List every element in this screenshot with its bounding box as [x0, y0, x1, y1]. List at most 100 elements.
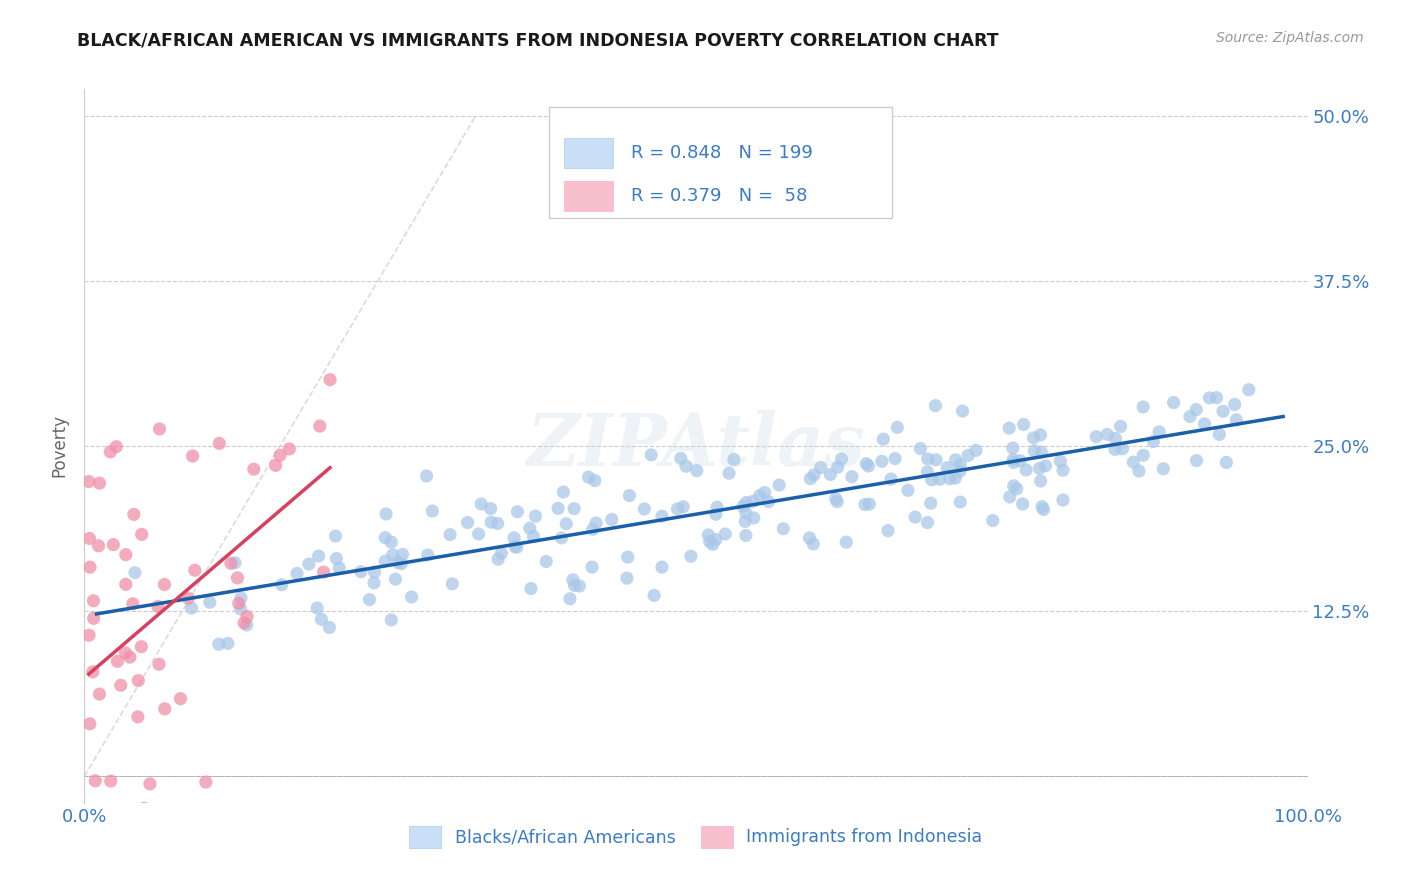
Point: [1122, 455, 1144, 469]
Point: [619, 489, 641, 503]
Point: [148, 657, 170, 672]
Point: [1031, 445, 1053, 459]
Point: [1147, 425, 1170, 439]
Point: [105, 440, 128, 454]
Point: [308, 419, 330, 434]
Point: [1225, 413, 1247, 427]
Point: [441, 577, 464, 591]
Y-axis label: Poverty: Poverty: [51, 415, 69, 477]
Point: [803, 467, 825, 482]
Point: [553, 485, 575, 500]
Point: [754, 485, 776, 500]
Point: [236, 618, 259, 632]
Point: [582, 522, 605, 536]
Point: [855, 457, 877, 471]
Text: ZIPAtlas: ZIPAtlas: [527, 410, 865, 482]
Point: [350, 565, 373, 579]
Point: [198, 595, 221, 609]
Point: [328, 561, 350, 575]
Point: [555, 516, 578, 531]
Point: [1215, 455, 1237, 469]
Point: [312, 565, 335, 579]
Point: [311, 612, 333, 626]
Point: [1032, 502, 1054, 516]
Point: [558, 591, 581, 606]
Point: [550, 531, 572, 545]
Point: [1029, 474, 1052, 488]
Point: [219, 557, 242, 571]
Point: [998, 490, 1021, 504]
Point: [139, 777, 162, 791]
Point: [100, 833, 122, 847]
Point: [827, 460, 849, 475]
Point: [1104, 432, 1126, 446]
Point: [1015, 463, 1038, 477]
FancyBboxPatch shape: [564, 180, 613, 211]
Point: [564, 578, 586, 592]
Point: [1052, 463, 1074, 477]
Point: [236, 609, 259, 624]
Point: [87, 539, 110, 553]
Point: [616, 571, 638, 585]
Point: [217, 636, 239, 650]
Point: [742, 511, 765, 525]
Point: [897, 483, 920, 498]
Point: [772, 522, 794, 536]
Point: [643, 589, 665, 603]
Point: [278, 442, 301, 456]
Point: [633, 502, 655, 516]
Point: [318, 620, 340, 634]
Point: [561, 573, 583, 587]
Point: [1132, 448, 1154, 462]
Point: [831, 451, 853, 466]
Point: [799, 531, 821, 545]
Point: [110, 678, 132, 692]
Point: [924, 399, 946, 413]
Point: [391, 548, 413, 562]
Point: [89, 687, 111, 701]
Point: [672, 500, 695, 514]
Point: [1104, 442, 1126, 457]
Point: [1142, 434, 1164, 449]
Point: [380, 613, 402, 627]
Point: [363, 575, 385, 590]
Point: [228, 596, 250, 610]
Point: [706, 500, 728, 515]
Point: [1223, 397, 1246, 411]
Point: [184, 563, 207, 577]
Point: [1212, 404, 1234, 418]
Point: [325, 529, 347, 543]
Point: [479, 515, 502, 529]
Point: [522, 529, 544, 543]
Point: [872, 432, 894, 446]
Point: [169, 691, 191, 706]
Point: [1109, 419, 1132, 434]
Point: [1052, 493, 1074, 508]
Point: [870, 454, 893, 468]
Point: [82, 665, 104, 679]
Point: [80, 836, 103, 850]
Point: [910, 442, 932, 456]
Point: [841, 469, 863, 483]
Point: [416, 548, 439, 562]
Point: [1049, 454, 1071, 468]
Point: [100, 774, 122, 789]
Point: [858, 458, 880, 473]
Point: [285, 566, 308, 581]
Point: [669, 451, 692, 466]
Point: [264, 458, 287, 473]
Point: [835, 535, 858, 549]
Point: [415, 469, 437, 483]
Point: [270, 578, 292, 592]
Legend: Blacks/African Americans, Immigrants from Indonesia: Blacks/African Americans, Immigrants fro…: [402, 819, 990, 855]
Text: Source: ZipAtlas.com: Source: ZipAtlas.com: [1216, 31, 1364, 45]
Point: [180, 601, 202, 615]
Point: [374, 554, 396, 568]
Point: [131, 527, 153, 541]
Point: [103, 538, 125, 552]
Point: [920, 496, 942, 510]
Point: [748, 489, 770, 503]
Point: [1011, 497, 1033, 511]
Point: [651, 509, 673, 524]
Point: [1002, 452, 1025, 467]
